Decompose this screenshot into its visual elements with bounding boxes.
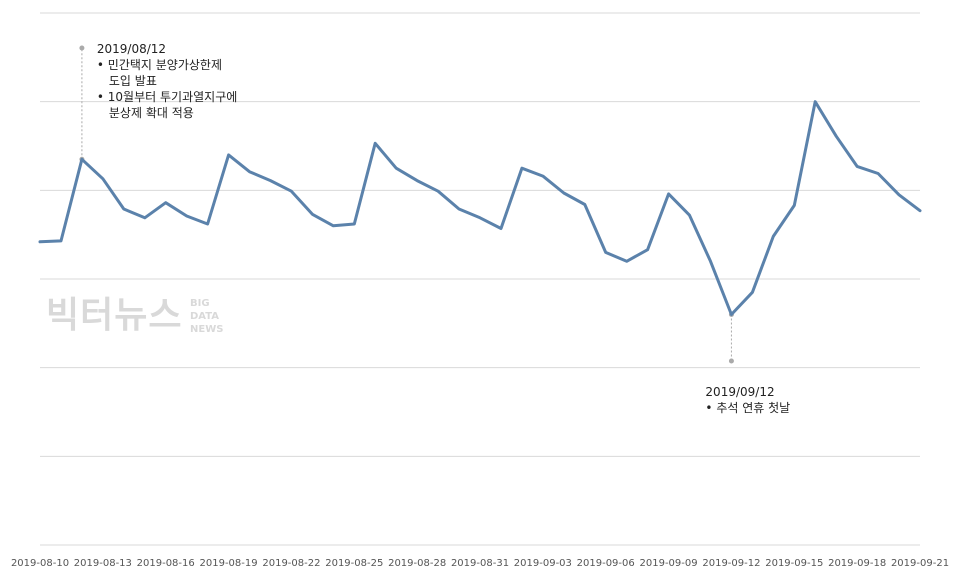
watermark-sub-1: BIG (190, 298, 210, 309)
annotation-line-0-1: 도입 발표 (109, 74, 157, 88)
x-axis-ticks: 2019-08-10 2019-08-13 2019-08-16 2019-08-19… (11, 558, 949, 569)
annotation-line-1-0: • 추석 연휴 첫날 (705, 401, 790, 415)
x-tick-label: 2019-08-10 (11, 558, 69, 569)
x-tick-label: 2019-08-25 (325, 558, 383, 569)
watermark-sub-2: DATA (190, 311, 219, 322)
x-tick-label: 2019-08-16 (137, 558, 195, 569)
watermark-text: 빅터뉴스 (46, 295, 182, 336)
data-series (38, 100, 922, 316)
annotation-date-1: 2019/09/12 (705, 385, 774, 399)
watermark-sub-3: NEWS (190, 324, 223, 335)
x-tick-label: 2019-09-21 (891, 558, 949, 569)
x-tick-label: 2019-08-31 (451, 558, 509, 569)
annotation-dot-1 (728, 358, 734, 364)
x-tick-label: 2019-08-22 (262, 558, 320, 569)
grid-lines (40, 12, 920, 546)
x-tick-label: 2019-09-06 (577, 558, 635, 569)
x-tick-label: 2019-09-09 (640, 558, 698, 569)
annotation-line-0-0: • 민간택지 분양가상한제 (97, 58, 222, 72)
x-tick-label: 2019-08-13 (74, 558, 132, 569)
x-tick-label: 2019-08-28 (388, 558, 446, 569)
annotation-date-0: 2019/08/12 (97, 42, 166, 56)
annotation-line-0-3: 분상제 확대 적용 (109, 106, 194, 120)
annotation-line-0-2: • 10월부터 투기과열지구에 (97, 90, 237, 104)
x-tick-label: 2019-09-12 (702, 558, 760, 569)
x-tick-label: 2019-08-19 (200, 558, 258, 569)
watermark-logo: 빅터뉴스 BIG DATA NEWS (46, 295, 223, 336)
x-tick-label: 2019-09-15 (765, 558, 823, 569)
series-line-0 (38, 100, 922, 316)
x-tick-label: 2019-09-18 (828, 558, 886, 569)
x-tick-label: 2019-09-03 (514, 558, 572, 569)
annotation-dot-0 (79, 45, 85, 51)
